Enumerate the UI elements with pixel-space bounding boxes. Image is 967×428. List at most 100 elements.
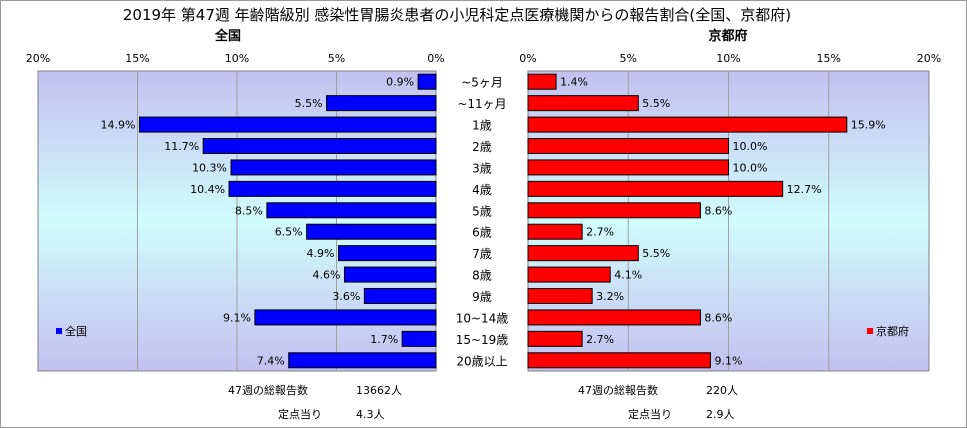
right-tick-label: 20% — [917, 52, 941, 65]
bar-kyoto — [527, 309, 701, 326]
bar-kyoto — [527, 116, 848, 133]
national-total-value: 13662人 — [356, 384, 402, 397]
bar-national — [326, 95, 437, 112]
bar-national — [363, 288, 437, 304]
data-label-national: 0.9% — [386, 76, 414, 89]
kyoto-per-site-value: 2.9人 — [706, 408, 735, 421]
right-tick-labels: 0% 5% 10% 15% 20% — [519, 52, 941, 65]
bar-kyoto — [527, 245, 639, 262]
category-label: 10~14歳 — [456, 311, 509, 325]
bar-national — [288, 352, 437, 369]
bar-kyoto — [527, 330, 583, 347]
left-tick-labels: 0% 5% 10% 15% 20% — [26, 52, 445, 65]
bar-national — [202, 138, 437, 154]
category-label: 5歳 — [472, 204, 492, 218]
left-tick-label: 20% — [26, 52, 50, 65]
data-label-national: 10.3% — [192, 161, 227, 174]
bar-kyoto — [527, 223, 583, 240]
bar-national — [138, 116, 437, 133]
right-data-labels: 1.4% 5.5% 15.9% 10.0% 10.0% 12.7% 8.6% 2.7% 5.5%… — [560, 76, 886, 368]
category-label: 2歳 — [472, 140, 492, 154]
bar-kyoto — [527, 352, 711, 369]
data-label-national: 1.7% — [370, 333, 398, 346]
right-bars — [527, 73, 848, 369]
legend-label-kyoto: 京都府 — [876, 324, 909, 338]
right-panel-title: 京都府 — [708, 28, 747, 44]
data-label-kyoto: 3.2% — [596, 290, 624, 303]
data-label-national: 6.5% — [275, 226, 303, 239]
kyoto-total-value: 220人 — [706, 384, 738, 397]
data-label-kyoto: 8.6% — [704, 204, 732, 217]
data-label-kyoto: 1.4% — [560, 76, 588, 89]
data-label-kyoto: 5.5% — [642, 97, 670, 110]
category-label: ~5ヶ月 — [461, 76, 503, 90]
right-tick-label: 15% — [817, 52, 841, 65]
category-label: 4歳 — [472, 183, 492, 197]
kyoto-total-label: 47週の総報告数 — [578, 383, 658, 397]
bar-kyoto — [527, 288, 593, 304]
category-label: 8歳 — [472, 269, 492, 283]
national-per-site-value: 4.3人 — [356, 408, 385, 421]
bar-kyoto — [527, 202, 701, 219]
left-data-labels: 0.9% 5.5% 14.9% 11.7% 10.3% 10.4% 8.5% 6.5% 4.9%… — [101, 76, 415, 368]
bar-national — [230, 159, 437, 176]
bar-kyoto — [527, 95, 639, 112]
category-label: 15~19歳 — [456, 333, 509, 347]
bar-national — [228, 180, 437, 197]
bar-national — [254, 309, 437, 326]
bar-national — [306, 223, 437, 240]
legend-swatch-kyoto — [867, 328, 873, 334]
left-bars — [138, 73, 437, 369]
right-tick-label: 0% — [519, 52, 536, 65]
left-panel-title: 全国 — [214, 28, 241, 44]
bar-national — [401, 330, 437, 347]
data-label-national: 3.6% — [332, 290, 360, 303]
right-tick-label: 10% — [716, 52, 740, 65]
data-label-national: 10.4% — [190, 183, 225, 196]
bar-national — [337, 245, 437, 262]
data-label-kyoto: 9.1% — [714, 354, 742, 367]
bar-kyoto — [527, 159, 729, 176]
data-label-kyoto: 15.9% — [851, 119, 886, 132]
data-label-national: 5.5% — [295, 97, 323, 110]
category-labels: ~5ヶ月 ~11ヶ月 1歳 2歳 3歳 4歳 5歳 6歳 7歳 8歳 9歳 10~14歳 15~19歳 2… — [456, 76, 509, 369]
bar-kyoto — [527, 266, 611, 283]
data-label-kyoto: 2.7% — [586, 226, 614, 239]
kyoto-per-site-label: 定点当り — [628, 407, 672, 421]
category-label: 1歳 — [472, 119, 492, 133]
category-label: 9歳 — [472, 290, 492, 304]
data-label-national: 4.9% — [307, 247, 335, 260]
bar-national — [417, 73, 437, 90]
category-label: 7歳 — [472, 247, 492, 261]
bar-kyoto — [527, 138, 729, 154]
left-tick-label: 10% — [225, 52, 249, 65]
category-label: 6歳 — [472, 226, 492, 240]
category-label: 3歳 — [472, 161, 492, 175]
data-label-national: 7.4% — [257, 354, 285, 367]
data-label-kyoto: 12.7% — [787, 183, 822, 196]
data-label-national: 11.7% — [164, 140, 199, 153]
national-per-site-label: 定点当り — [278, 407, 322, 421]
left-tick-label: 0% — [427, 52, 444, 65]
national-total-label: 47週の総報告数 — [228, 383, 308, 397]
data-label-national: 4.6% — [313, 269, 341, 282]
bar-kyoto — [527, 73, 557, 90]
data-label-kyoto: 5.5% — [642, 247, 670, 260]
bar-kyoto — [527, 180, 784, 197]
data-label-kyoto: 10.0% — [733, 140, 768, 153]
bar-national — [266, 202, 437, 219]
category-label: ~11ヶ月 — [457, 97, 506, 111]
chart-title: 2019年 第47週 年齢階級別 感染性胃腸炎患者の小児科定点医療機関からの報告… — [123, 6, 791, 24]
data-label-kyoto: 4.1% — [614, 269, 642, 282]
data-label-kyoto: 10.0% — [733, 161, 768, 174]
right-tick-label: 5% — [620, 52, 637, 65]
data-label-kyoto: 8.6% — [704, 311, 732, 324]
data-label-kyoto: 2.7% — [586, 333, 614, 346]
data-label-national: 14.9% — [101, 119, 136, 132]
data-label-national: 8.5% — [235, 204, 263, 217]
left-tick-label: 5% — [328, 52, 345, 65]
category-label: 20歳以上 — [456, 354, 507, 368]
legend-label-national: 全国 — [65, 324, 87, 338]
data-label-national: 9.1% — [223, 311, 251, 324]
